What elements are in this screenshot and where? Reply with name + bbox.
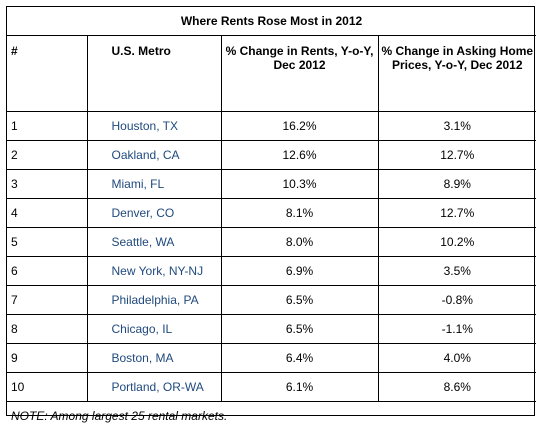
rents-change-cell: 6.5% [220,313,379,344]
rent-table: Where Rents Rose Most in 2012 # U.S. Met… [7,7,537,430]
home-prices-change-cell: 8.9% [377,168,537,199]
home-prices-change-cell: 12.7% [377,197,537,228]
table-title-row: Where Rents Rose Most in 2012 [7,7,537,36]
header-metro: U.S. Metro [86,34,222,112]
metro-cell: Denver, CO [86,197,222,228]
metro-cell: Chicago, IL [86,313,222,344]
home-prices-change-cell: 4.0% [377,342,537,373]
rents-change-cell: 8.0% [220,226,379,257]
rents-change-cell: 6.9% [220,255,379,286]
rank-cell: 3 [7,168,88,199]
table-title: Where Rents Rose Most in 2012 [7,7,537,36]
metro-cell: Seattle, WA [86,226,222,257]
home-prices-change-cell: -0.8% [377,284,537,315]
metro-cell: Houston, TX [86,110,222,141]
rank-cell: 10 [7,371,88,402]
rank-cell: 8 [7,313,88,344]
rents-change-cell: 6.5% [220,284,379,315]
rank-cell: 4 [7,197,88,228]
metro-cell: Oakland, CA [86,139,222,170]
table-row: 3 Miami, FL 10.3% 8.9% [7,168,537,199]
rank-cell: 9 [7,342,88,373]
rents-change-cell: 12.6% [220,139,379,170]
home-prices-change-cell: 3.5% [377,255,537,286]
rank-cell: 7 [7,284,88,315]
table-row: 1 Houston, TX 16.2% 3.1% [7,110,537,141]
rank-cell: 5 [7,226,88,257]
home-prices-change-cell: 8.6% [377,371,537,402]
header-home-prices-change: % Change in Asking Home Prices, Y-o-Y, D… [377,34,537,112]
table-header-row: # U.S. Metro % Change in Rents, Y-o-Y, D… [7,34,537,112]
table-row: 9 Boston, MA 6.4% 4.0% [7,342,537,373]
rank-cell: 6 [7,255,88,286]
header-rank: # [7,34,88,112]
metro-cell: Boston, MA [86,342,222,373]
rents-change-cell: 8.1% [220,197,379,228]
rank-cell: 2 [7,139,88,170]
home-prices-change-cell: 12.7% [377,139,537,170]
table-note-row: NOTE: Among largest 25 rental markets. [7,400,537,430]
metro-cell: New York, NY-NJ [86,255,222,286]
header-rents-change: % Change in Rents, Y-o-Y, Dec 2012 [220,34,379,112]
table-row: 2 Oakland, CA 12.6% 12.7% [7,139,537,170]
rents-change-cell: 6.1% [220,371,379,402]
rents-change-cell: 6.4% [220,342,379,373]
table-row: 8 Chicago, IL 6.5% -1.1% [7,313,537,344]
table-body: 1 Houston, TX 16.2% 3.1% 2 Oakland, CA 12.6% 12… [7,110,537,402]
metro-cell: Portland, OR-WA [86,371,222,402]
rank-cell: 1 [7,110,88,141]
metro-cell: Miami, FL [86,168,222,199]
table-row: 5 Seattle, WA 8.0% 10.2% [7,226,537,257]
rents-change-cell: 10.3% [220,168,379,199]
home-prices-change-cell: -1.1% [377,313,537,344]
table-row: 4 Denver, CO 8.1% 12.7% [7,197,537,228]
home-prices-change-cell: 10.2% [377,226,537,257]
metro-cell: Philadelphia, PA [86,284,222,315]
table-row: 10 Portland, OR-WA 6.1% 8.6% [7,371,537,402]
table-note: NOTE: Among largest 25 rental markets. [7,400,537,430]
table-row: 7 Philadelphia, PA 6.5% -0.8% [7,284,537,315]
rent-table-frame: Where Rents Rose Most in 2012 # U.S. Met… [6,6,537,430]
table-row: 6 New York, NY-NJ 6.9% 3.5% [7,255,537,286]
rents-change-cell: 16.2% [220,110,379,141]
home-prices-change-cell: 3.1% [377,110,537,141]
